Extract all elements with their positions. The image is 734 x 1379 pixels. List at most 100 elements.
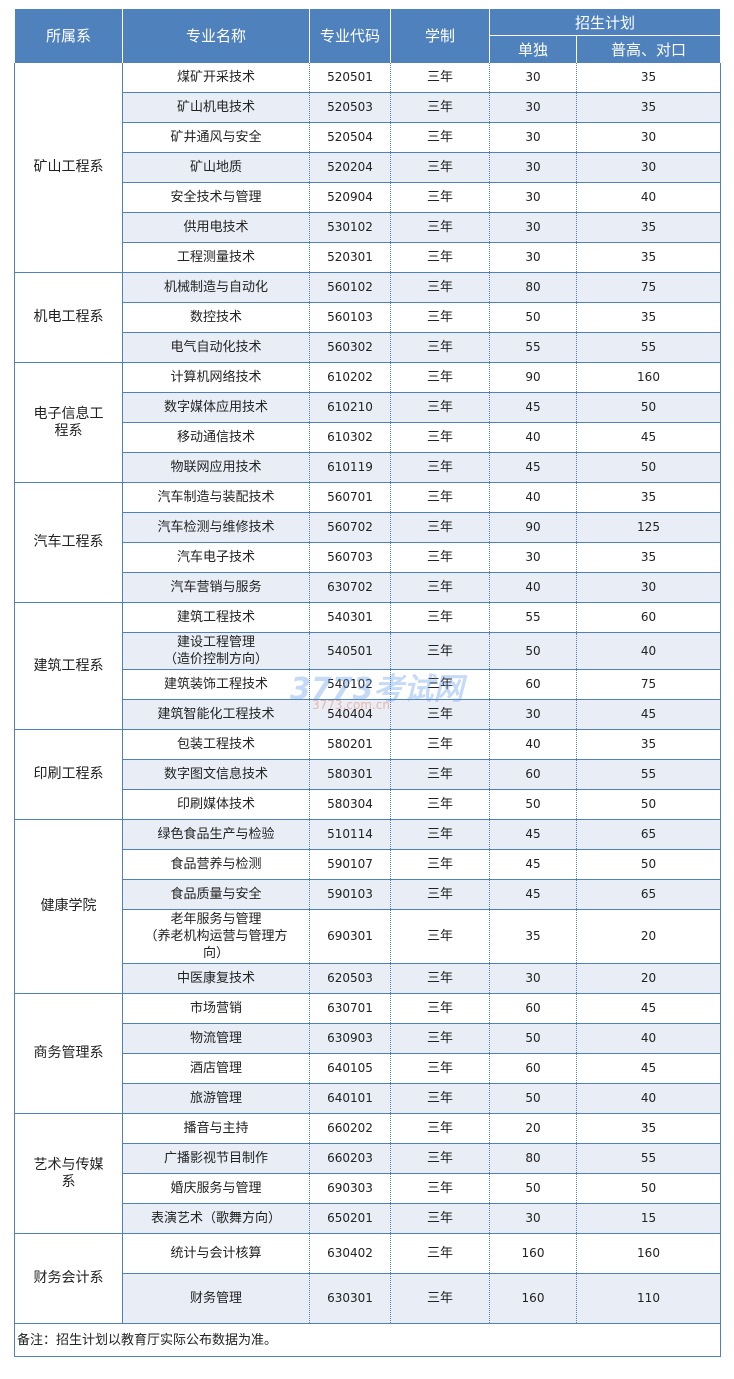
major-name: 汽车营销与服务 — [122, 572, 310, 603]
plan-general: 45 — [575, 1053, 722, 1084]
table-row: 建筑智能化工程技术 540404 三年 30 45 — [15, 699, 722, 730]
major-name: 数字媒体应用技术 — [122, 392, 310, 423]
major-code: 560103 — [309, 302, 391, 333]
major-code: 560102 — [309, 272, 391, 303]
major-code: 640105 — [309, 1053, 391, 1084]
major-name: 统计与会计核算 — [122, 1233, 310, 1274]
major-name: 建设工程管理 （造价控制方向） — [122, 632, 310, 670]
major-code: 560302 — [309, 332, 391, 363]
plan-general: 55 — [575, 332, 722, 363]
plan-general: 40 — [575, 1083, 722, 1114]
major-code: 520904 — [309, 182, 391, 213]
dept-cell: 机电工程系 — [14, 272, 123, 363]
major-code: 610210 — [309, 392, 391, 423]
plan-single: 40 — [489, 422, 577, 453]
duration: 三年 — [390, 789, 490, 820]
plan-single: 160 — [489, 1233, 577, 1274]
duration: 三年 — [390, 759, 490, 790]
major-name: 印刷媒体技术 — [122, 789, 310, 820]
duration: 三年 — [390, 1173, 490, 1204]
table-row: 旅游管理 640101 三年 50 40 — [15, 1083, 722, 1114]
table-row: 食品营养与检测 590107 三年 45 50 — [15, 849, 722, 880]
major-code: 630301 — [309, 1273, 391, 1324]
major-code: 690301 — [309, 909, 391, 964]
major-name: 绿色食品生产与检验 — [122, 819, 310, 850]
major-code: 540102 — [309, 669, 391, 700]
major-code: 530102 — [309, 212, 391, 243]
duration: 三年 — [390, 1203, 490, 1234]
major-name: 供用电技术 — [122, 212, 310, 243]
plan-general: 35 — [575, 1113, 722, 1144]
duration: 三年 — [390, 819, 490, 850]
table-row: 印刷媒体技术 580304 三年 50 50 — [15, 789, 722, 820]
major-code: 580304 — [309, 789, 391, 820]
table-row: 机电工程系 机械制造与自动化 560102 三年 80 75 — [14, 272, 722, 363]
plan-single: 60 — [489, 993, 577, 1024]
major-name: 食品质量与安全 — [122, 879, 310, 910]
major-name: 数字图文信息技术 — [122, 759, 310, 790]
duration: 三年 — [390, 1233, 490, 1274]
major-name: 汽车电子技术 — [122, 542, 310, 573]
major-code: 510114 — [309, 819, 391, 850]
duration: 三年 — [390, 1053, 490, 1084]
duration: 三年 — [390, 302, 490, 333]
plan-single: 30 — [489, 1203, 577, 1234]
duration: 三年 — [390, 602, 490, 633]
plan-general: 35 — [575, 242, 722, 273]
major-code: 610302 — [309, 422, 391, 453]
table-row: 财务管理 630301 三年 160 110 — [15, 1273, 722, 1324]
duration: 三年 — [390, 272, 490, 303]
table-row: 印刷工程系 包装工程技术 580201 三年 40 35 — [14, 729, 722, 820]
major-code: 610119 — [309, 452, 391, 483]
plan-single: 40 — [489, 572, 577, 603]
duration: 三年 — [390, 699, 490, 730]
table-row: 数控技术 560103 三年 50 35 — [15, 302, 722, 333]
plan-single: 90 — [489, 512, 577, 543]
plan-single: 45 — [489, 452, 577, 483]
plan-general: 30 — [575, 572, 722, 603]
plan-general: 35 — [575, 482, 722, 513]
major-name: 旅游管理 — [122, 1083, 310, 1114]
plan-single: 40 — [489, 729, 577, 760]
major-name: 食品营养与检测 — [122, 849, 310, 880]
enrollment-plan-table: 所属系 专业名称 专业代码 学制 招生计划 单独 普高、对口 矿山工程系 煤矿开采… — [13, 8, 722, 1357]
major-code: 560702 — [309, 512, 391, 543]
table-row: 商务管理系 市场营销 630701 三年 60 45 — [14, 993, 722, 1114]
major-code: 590107 — [309, 849, 391, 880]
header-dept: 所属系 — [14, 8, 123, 63]
dept-cell: 财务会计系 — [14, 1233, 123, 1324]
plan-single: 55 — [489, 332, 577, 363]
major-code: 630402 — [309, 1233, 391, 1274]
major-code: 620503 — [309, 963, 391, 994]
plan-general: 60 — [575, 602, 722, 633]
duration: 三年 — [390, 362, 490, 393]
table-row: 广播影视节目制作 660203 三年 80 55 — [15, 1143, 722, 1174]
major-code: 640101 — [309, 1083, 391, 1114]
dept-cell: 电子信息工程系 — [14, 362, 123, 483]
major-name: 数控技术 — [122, 302, 310, 333]
duration: 三年 — [390, 1143, 490, 1174]
plan-single: 40 — [489, 482, 577, 513]
major-name: 汽车检测与维修技术 — [122, 512, 310, 543]
plan-single: 30 — [489, 152, 577, 183]
plan-general: 35 — [575, 212, 722, 243]
major-code: 650201 — [309, 1203, 391, 1234]
plan-single: 80 — [489, 272, 577, 303]
plan-general: 50 — [575, 1173, 722, 1204]
table-row: 汽车营销与服务 630702 三年 40 30 — [15, 572, 722, 603]
major-code: 540501 — [309, 632, 391, 670]
plan-general: 75 — [575, 669, 722, 700]
major-code: 660202 — [309, 1113, 391, 1144]
major-name: 市场营销 — [122, 993, 310, 1024]
plan-general: 55 — [575, 1143, 722, 1174]
table-row: 电气自动化技术 560302 三年 55 55 — [15, 332, 722, 363]
duration: 三年 — [390, 452, 490, 483]
plan-general: 35 — [575, 62, 722, 93]
major-name: 物流管理 — [122, 1023, 310, 1054]
duration: 三年 — [390, 669, 490, 700]
plan-single: 50 — [489, 1083, 577, 1114]
major-code: 630701 — [309, 993, 391, 1024]
major-name: 移动通信技术 — [122, 422, 310, 453]
table-row: 婚庆服务与管理 690303 三年 50 50 — [15, 1173, 722, 1204]
major-name: 建筑智能化工程技术 — [122, 699, 310, 730]
